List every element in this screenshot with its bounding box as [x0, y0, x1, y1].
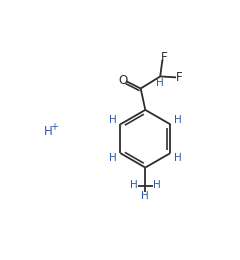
Text: H: H	[130, 180, 138, 190]
Text: H: H	[153, 180, 160, 190]
Text: F: F	[161, 51, 168, 64]
Text: F: F	[176, 72, 183, 84]
Text: H: H	[174, 153, 182, 162]
Text: O: O	[118, 74, 128, 87]
Text: H: H	[141, 191, 149, 201]
Text: H: H	[109, 115, 116, 125]
Text: H: H	[44, 125, 53, 138]
Text: +: +	[50, 122, 58, 132]
Text: H: H	[156, 79, 164, 88]
Text: H: H	[174, 115, 182, 125]
Text: H: H	[109, 153, 116, 162]
